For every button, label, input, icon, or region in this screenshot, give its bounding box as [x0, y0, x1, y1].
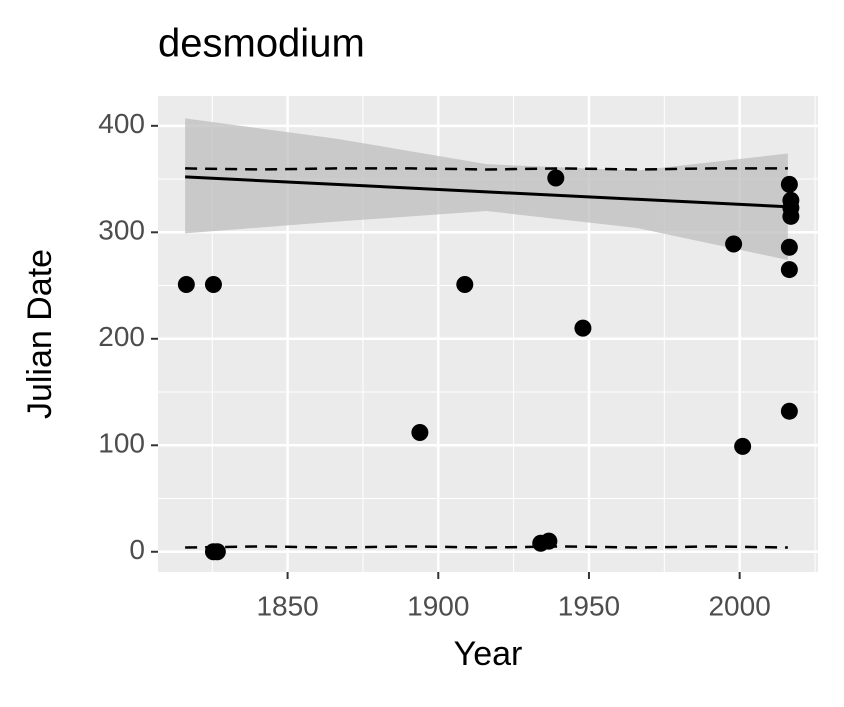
plot-layer: [177, 118, 800, 561]
y-axis-title: Julian Date: [21, 249, 59, 419]
x-axis-title: Year: [454, 635, 523, 673]
y-tick-label: 400: [98, 108, 145, 139]
x-tick-label: 1900: [407, 590, 469, 621]
point: [177, 275, 195, 293]
y-tick-label: 0: [129, 534, 145, 565]
point: [725, 235, 743, 253]
dashed-line: [185, 167, 788, 171]
point: [208, 543, 226, 561]
point: [540, 532, 558, 550]
point: [411, 424, 429, 442]
y-tick-label: 300: [98, 215, 145, 246]
point: [782, 207, 800, 225]
x-tick-label: 2000: [708, 590, 770, 621]
point: [780, 175, 798, 193]
point: [734, 437, 752, 455]
point: [574, 319, 592, 337]
y-tick-label: 100: [98, 428, 145, 459]
fit-line: [185, 175, 788, 209]
chart-title: desmodium: [158, 22, 365, 66]
dashed-line: [185, 545, 788, 549]
point: [780, 238, 798, 256]
point: [204, 275, 222, 293]
point: [547, 169, 565, 187]
x-tick-label: 1950: [558, 590, 620, 621]
y-tick-label: 200: [98, 321, 145, 352]
confidence-band: [185, 118, 788, 260]
point: [780, 402, 798, 420]
point: [780, 261, 798, 279]
point: [456, 275, 474, 293]
x-tick-label: 1850: [256, 590, 318, 621]
